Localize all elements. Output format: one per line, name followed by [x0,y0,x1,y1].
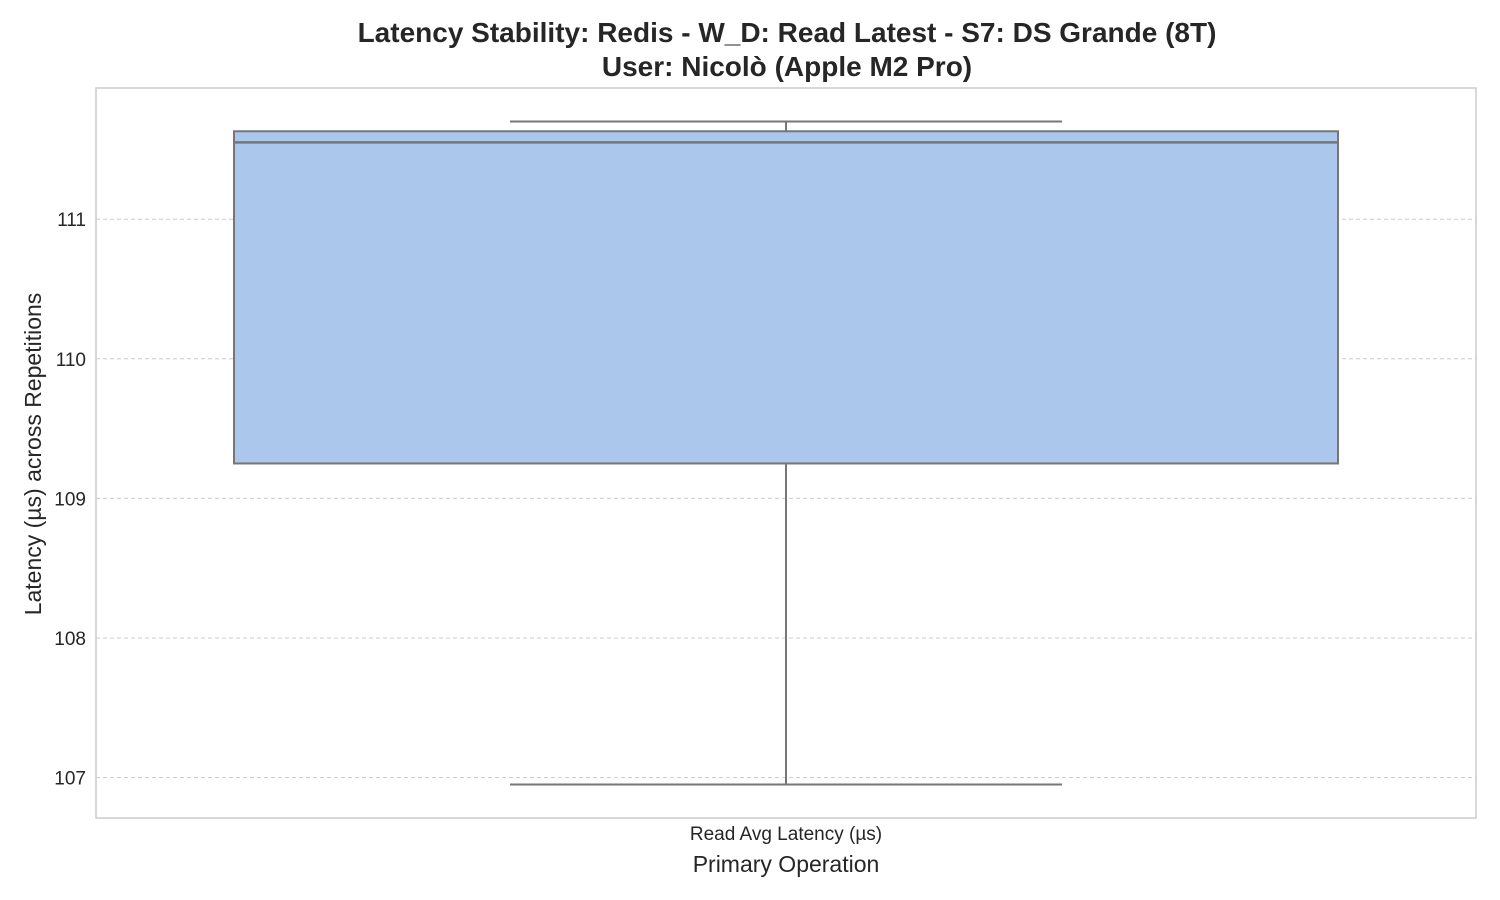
y-tick-label: 110 [56,350,86,371]
x-axis-ticks: Read Avg Latency (µs) [690,824,882,845]
y-tick-label: 109 [54,489,86,510]
plot-area [233,120,1339,786]
y-tick-label: 111 [57,210,86,231]
y-axis-label: Latency (µs) across Repetitions [20,293,46,616]
y-axis-ticks: 107 108 109 110 111 [54,210,86,789]
y-tick-label: 107 [54,769,86,790]
chart-subtitle: User: Nicolò (Apple M2 Pro) [602,51,972,82]
plot-frame [95,87,1477,819]
y-tick-label: 108 [54,629,86,650]
x-tick-label: Read Avg Latency (µs) [690,824,882,845]
x-axis-label: Primary Operation [693,851,880,877]
box-iqr [233,130,1339,465]
chart-title: Latency Stability: Redis - W_D: Read Lat… [358,17,1217,48]
